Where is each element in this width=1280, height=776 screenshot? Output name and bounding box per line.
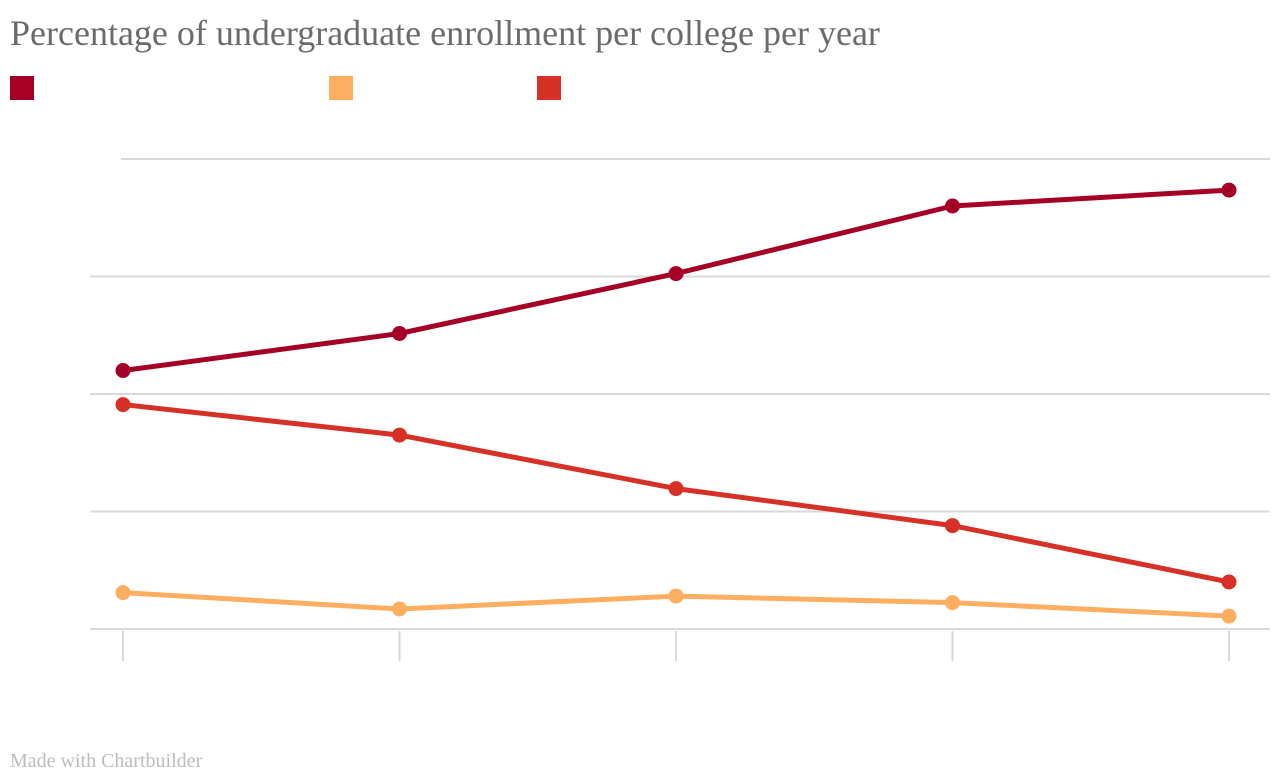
series-2-point-3 [668, 588, 684, 604]
x-axis [122, 631, 1230, 661]
legend-swatch-series-2 [329, 76, 353, 100]
series-lines [120, 187, 1232, 619]
series-3-point-4 [945, 518, 960, 534]
legend-swatch-series-1 [10, 76, 34, 100]
series-1-point-4 [945, 198, 960, 214]
series-2-point-4 [945, 595, 960, 611]
series-3-point-1 [115, 397, 131, 413]
series-1-point-2 [392, 326, 407, 341]
legend-swatch-series-3 [537, 76, 561, 100]
legend-item-series-1 [10, 76, 42, 100]
series-1-point-3 [668, 266, 684, 282]
gridlines [90, 158, 1270, 630]
chart-title: Percentage of undergraduate enrollment p… [10, 13, 880, 53]
legend-item-series-3 [537, 76, 569, 100]
series-3-point-5 [1221, 574, 1237, 590]
series-2-point-1 [115, 585, 131, 601]
series-3-point-3 [668, 481, 684, 497]
legend [10, 76, 1270, 100]
chartbuilder-credit: Made with Chartbuilder [10, 750, 203, 772]
series-2-point-5 [1221, 608, 1237, 624]
series-3-point-2 [392, 427, 407, 443]
legend-item-series-2 [329, 76, 361, 100]
series-1-point-5 [1221, 182, 1237, 198]
series-points [115, 182, 1237, 624]
series-1-point-1 [115, 363, 131, 378]
series-2-point-2 [392, 601, 407, 617]
